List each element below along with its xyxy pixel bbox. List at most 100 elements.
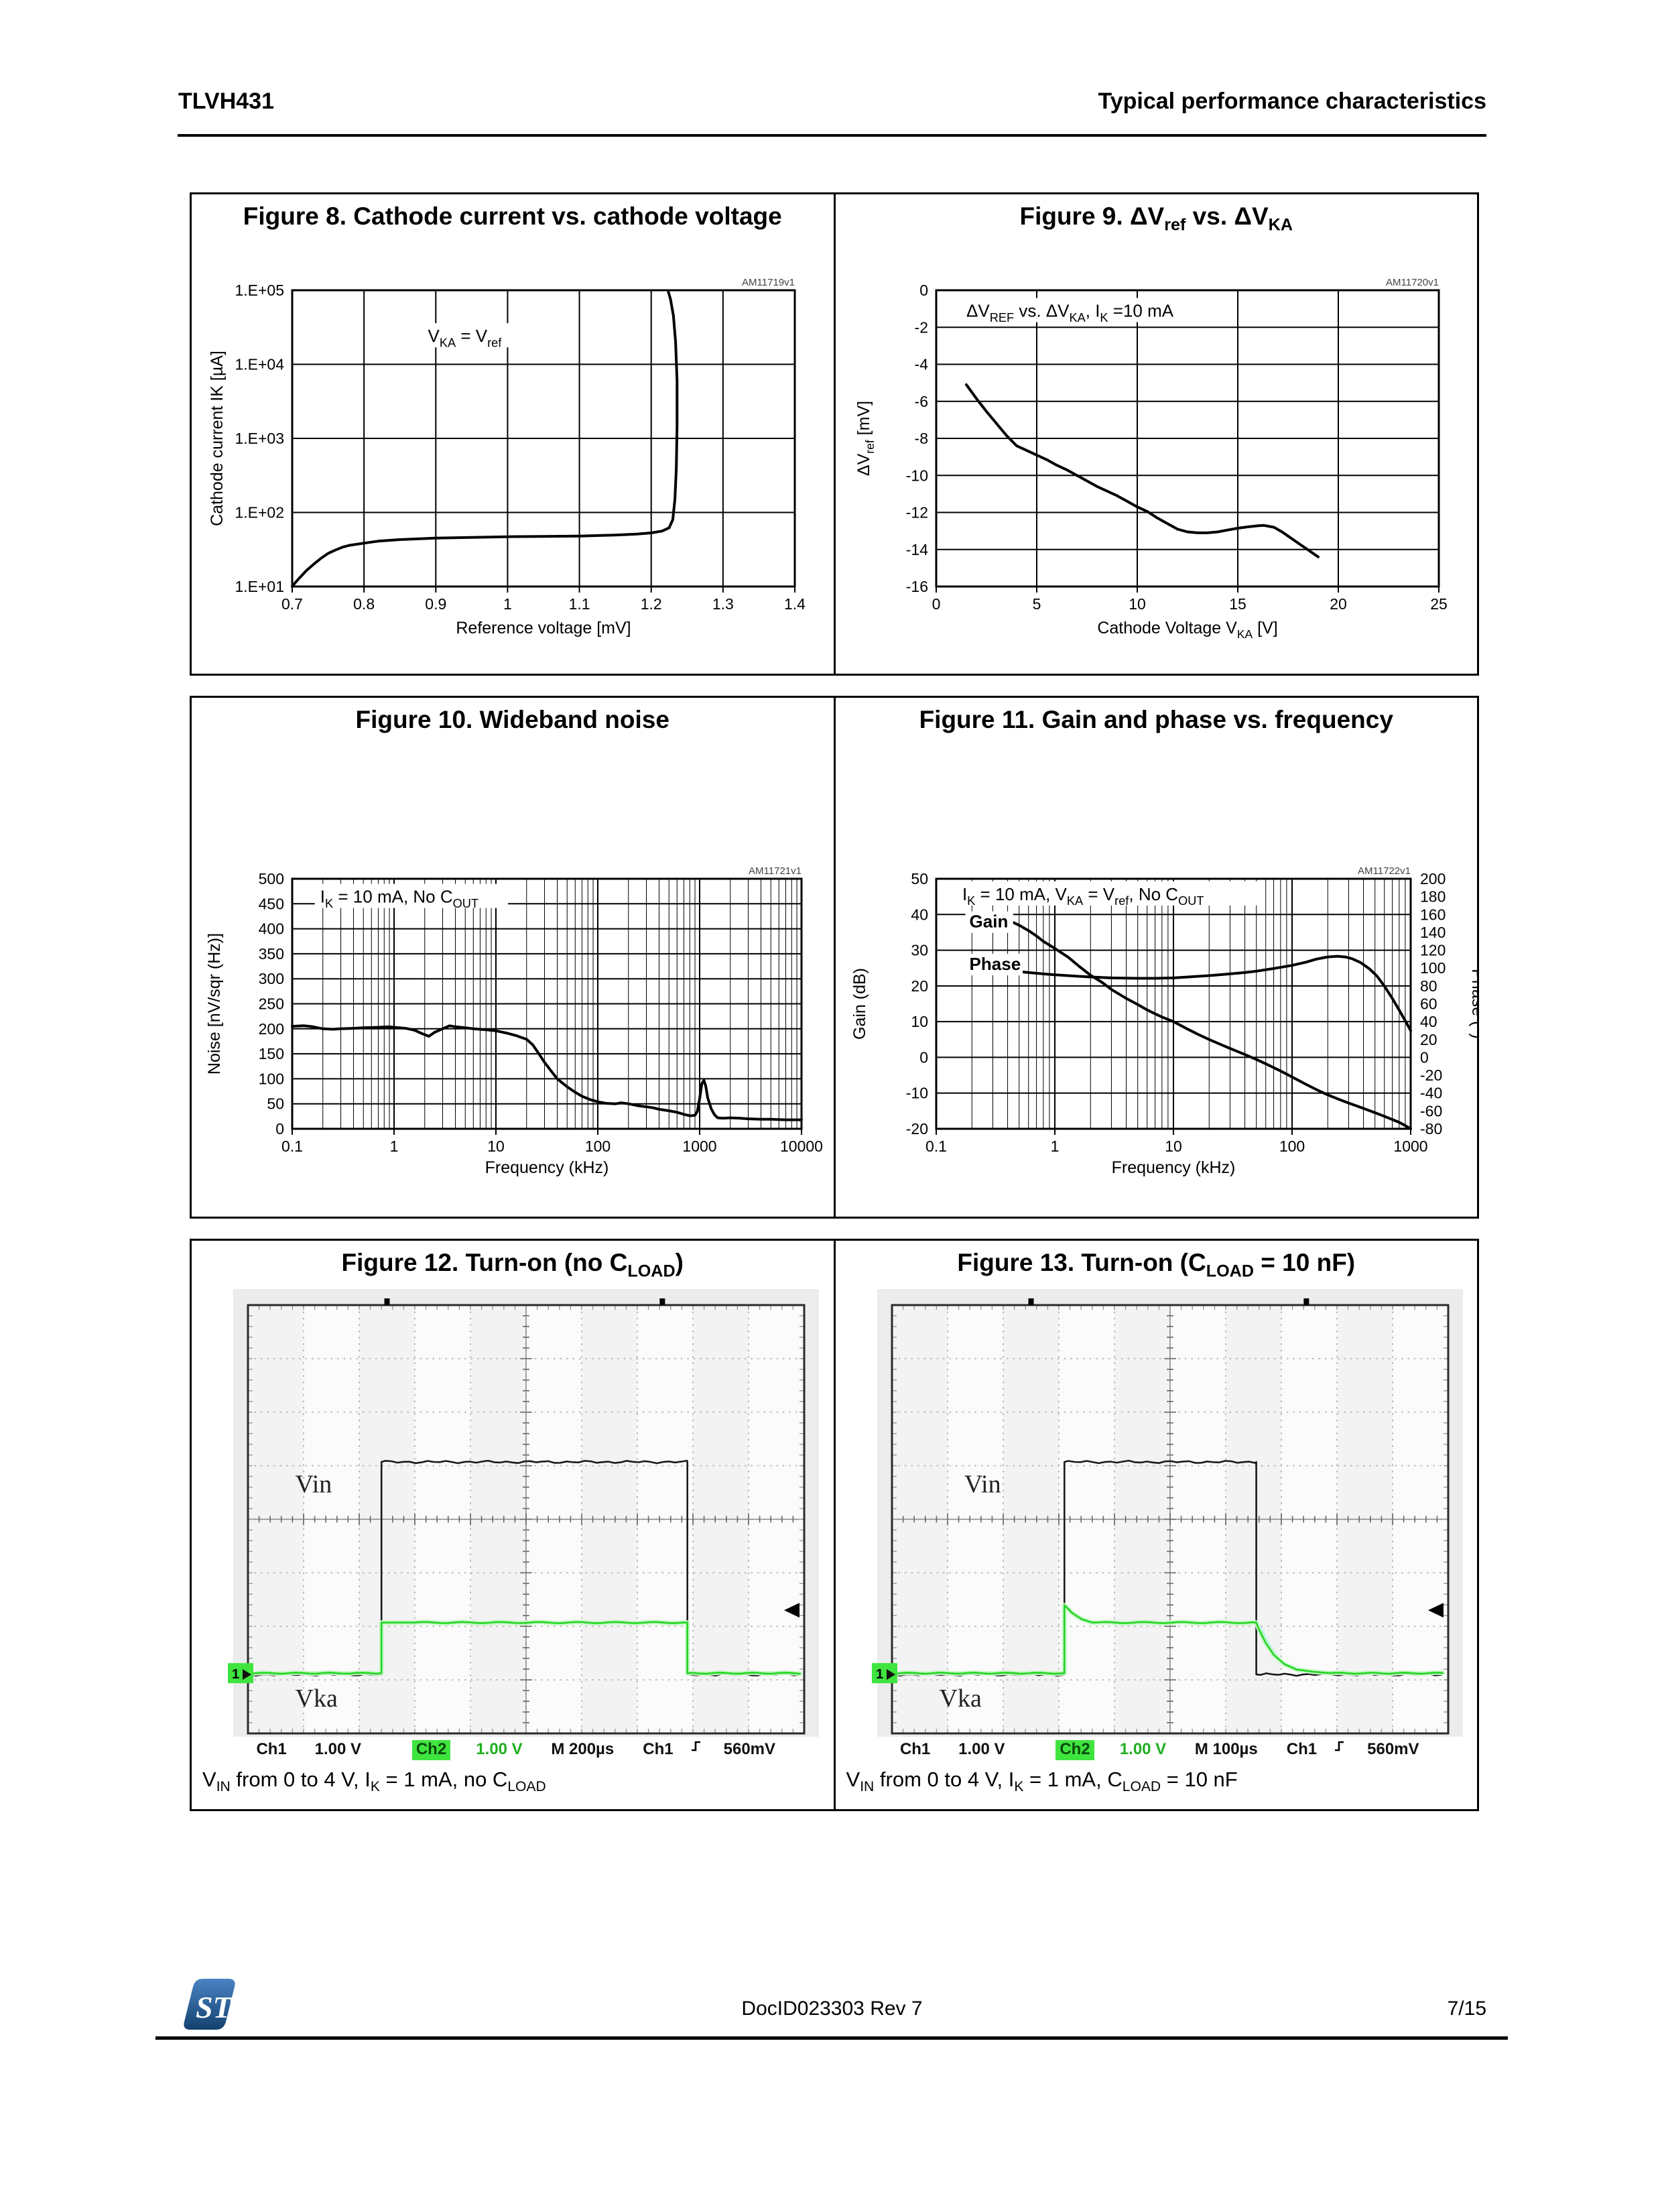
svg-text:80: 80 (1420, 977, 1437, 995)
svg-text:Reference voltage [mV]: Reference voltage [mV] (456, 619, 631, 637)
svg-text:300: 300 (259, 970, 284, 987)
svg-text:1.E+01: 1.E+01 (235, 578, 284, 595)
figure-row-2: Figure 10. Wideband noise IK = 10 mA, No… (190, 696, 1479, 1219)
svg-text:100: 100 (1420, 959, 1446, 977)
svg-text:ΔVREF vs. ΔVKA, IK =10 mA: ΔVREF vs. ΔVKA, IK =10 mA (966, 301, 1174, 324)
svg-text:140: 140 (1420, 924, 1446, 941)
svg-text:1: 1 (1050, 1138, 1059, 1155)
svg-text:200: 200 (259, 1020, 284, 1038)
figure-12-panel: Figure 12. Turn-on (no CLOAD) 1 Vin Vka Ch… (192, 1241, 834, 1809)
svg-text:1.3: 1.3 (712, 595, 734, 613)
svg-text:Vka: Vka (296, 1684, 338, 1713)
svg-text:-10: -10 (905, 1085, 927, 1102)
svg-text:1.E+02: 1.E+02 (235, 504, 284, 521)
header-rule (178, 134, 1486, 137)
svg-text:450: 450 (259, 895, 284, 912)
svg-text:1.4: 1.4 (784, 595, 806, 613)
svg-text:-14: -14 (905, 541, 927, 558)
svg-text:180: 180 (1420, 888, 1446, 906)
svg-text:100: 100 (1279, 1138, 1304, 1155)
svg-text:350: 350 (259, 945, 284, 963)
svg-text:-10: -10 (905, 467, 927, 484)
ch2-scale: 1.00 V (1119, 1740, 1167, 1758)
svg-text:-16: -16 (905, 578, 927, 595)
svg-text:10: 10 (1165, 1138, 1182, 1155)
svg-text:Frequency (kHz): Frequency (kHz) (1111, 1158, 1235, 1177)
svg-text:1: 1 (232, 1667, 239, 1682)
svg-text:-4: -4 (914, 356, 928, 373)
figure-12-scope-status-bar: Ch1 1.00 V Ch2 1.00 V M 200µs Ch1 560mV (248, 1740, 804, 1764)
figure-10-chart: IK = 10 mA, No COUT 0.1 1 10 100 1000 10000 0 50… (205, 865, 823, 1177)
svg-text:0.1: 0.1 (925, 1138, 947, 1155)
svg-text:0: 0 (919, 1048, 928, 1066)
svg-text:Frequency (kHz): Frequency (kHz) (485, 1158, 609, 1177)
svg-text:1.E+03: 1.E+03 (235, 430, 284, 447)
svg-text:-60: -60 (1420, 1102, 1442, 1119)
svg-text:Vin: Vin (964, 1471, 1001, 1499)
ch2-label: Ch2 (411, 1740, 451, 1760)
svg-text:ΔVref [mV]: ΔVref [mV] (854, 401, 877, 476)
svg-text:-2: -2 (914, 318, 927, 336)
ch1-label: Ch1 (256, 1740, 287, 1758)
figure-12-oscilloscope: 1 Vin Vka (228, 1289, 819, 1737)
svg-text:1.2: 1.2 (641, 595, 662, 613)
figure-13-scope-status-bar: Ch1 1.00 V Ch2 1.00 V M 100µs Ch1 560mV (892, 1740, 1448, 1764)
svg-text:0: 0 (275, 1120, 284, 1138)
svg-text:0: 0 (919, 282, 928, 299)
svg-text:Noise [nV/sqr (Hz)]: Noise [nV/sqr (Hz)] (205, 933, 224, 1074)
figure-11-title: Figure 11. Gain and phase vs. frequency (919, 706, 1393, 733)
svg-text:0.8: 0.8 (353, 595, 375, 613)
svg-text:IK = 10 mA, VKA = Vref, No C: IK = 10 mA, VKA = Vref, No COUT (962, 884, 1204, 908)
svg-text:400: 400 (259, 920, 284, 938)
trigger-edge-icon (690, 1739, 704, 1758)
svg-text:20: 20 (911, 977, 928, 995)
svg-text:Vka: Vka (939, 1684, 981, 1713)
svg-text:200: 200 (1420, 870, 1446, 887)
st-logo: ST (182, 1976, 237, 2037)
ch2-scale: 1.00 V (476, 1740, 523, 1758)
svg-text:10: 10 (911, 1013, 928, 1030)
svg-text:0.1: 0.1 (281, 1138, 303, 1155)
svg-text:500: 500 (259, 870, 284, 887)
svg-text:0: 0 (932, 595, 940, 613)
svg-text:1.E+04: 1.E+04 (235, 356, 284, 373)
svg-text:Gain: Gain (969, 912, 1008, 932)
svg-text:5: 5 (1032, 595, 1041, 613)
figure-row-3: Figure 12. Turn-on (no CLOAD) 1 Vin Vka Ch… (190, 1239, 1479, 1811)
timebase-readout: M 100µs (1194, 1740, 1258, 1758)
svg-text:1.E+05: 1.E+05 (235, 282, 284, 299)
figure-10-title: Figure 10. Wideband noise (355, 706, 669, 733)
trigger-source: Ch1 (643, 1740, 674, 1758)
svg-text:160: 160 (1420, 906, 1446, 923)
svg-text:25: 25 (1430, 595, 1448, 613)
footer-rule (155, 2036, 1508, 2040)
figure-13-panel: Figure 13. Turn-on (CLOAD = 10 nF) 1 Vin V… (833, 1241, 1478, 1809)
svg-text:Vin: Vin (296, 1471, 332, 1499)
figure-10-panel: Figure 10. Wideband noise IK = 10 mA, No… (192, 698, 834, 1217)
header-part-number: TLVH431 (178, 88, 274, 114)
svg-text:10: 10 (487, 1138, 505, 1155)
svg-text:Cathode current IK [µA]: Cathode current IK [µA] (208, 351, 227, 526)
ch1-scale: 1.00 V (314, 1740, 361, 1758)
timebase-readout: M 200µs (551, 1740, 615, 1758)
svg-text:Phase (°): Phase (°) (1468, 969, 1478, 1038)
svg-text:0: 0 (1420, 1048, 1429, 1066)
svg-text:AM11722v1: AM11722v1 (1358, 865, 1411, 877)
figure-12-caption: VIN from 0 to 4 V, IK = 1 mA, no CLOAD (202, 1768, 546, 1795)
svg-text:-20: -20 (1420, 1066, 1442, 1084)
figure-13-caption: VIN from 0 to 4 V, IK = 1 mA, CLOAD = 10… (846, 1768, 1238, 1795)
svg-text:1: 1 (503, 595, 512, 613)
svg-text:15: 15 (1229, 595, 1246, 613)
svg-text:-20: -20 (905, 1120, 927, 1138)
footer-doc-id: DocID023303 Rev 7 (741, 1998, 923, 2020)
svg-text:50: 50 (267, 1095, 284, 1113)
svg-text:IK = 10 mA, No COUT: IK = 10 mA, No COUT (320, 887, 478, 910)
svg-text:20: 20 (1420, 1031, 1437, 1048)
svg-text:60: 60 (1420, 995, 1437, 1013)
svg-text:AM11719v1: AM11719v1 (742, 277, 795, 288)
ch1-label: Ch1 (899, 1740, 931, 1758)
svg-text:120: 120 (1420, 942, 1446, 959)
svg-text:20: 20 (1330, 595, 1347, 613)
figure-13-oscilloscope: 1 Vin Vka (871, 1289, 1463, 1737)
